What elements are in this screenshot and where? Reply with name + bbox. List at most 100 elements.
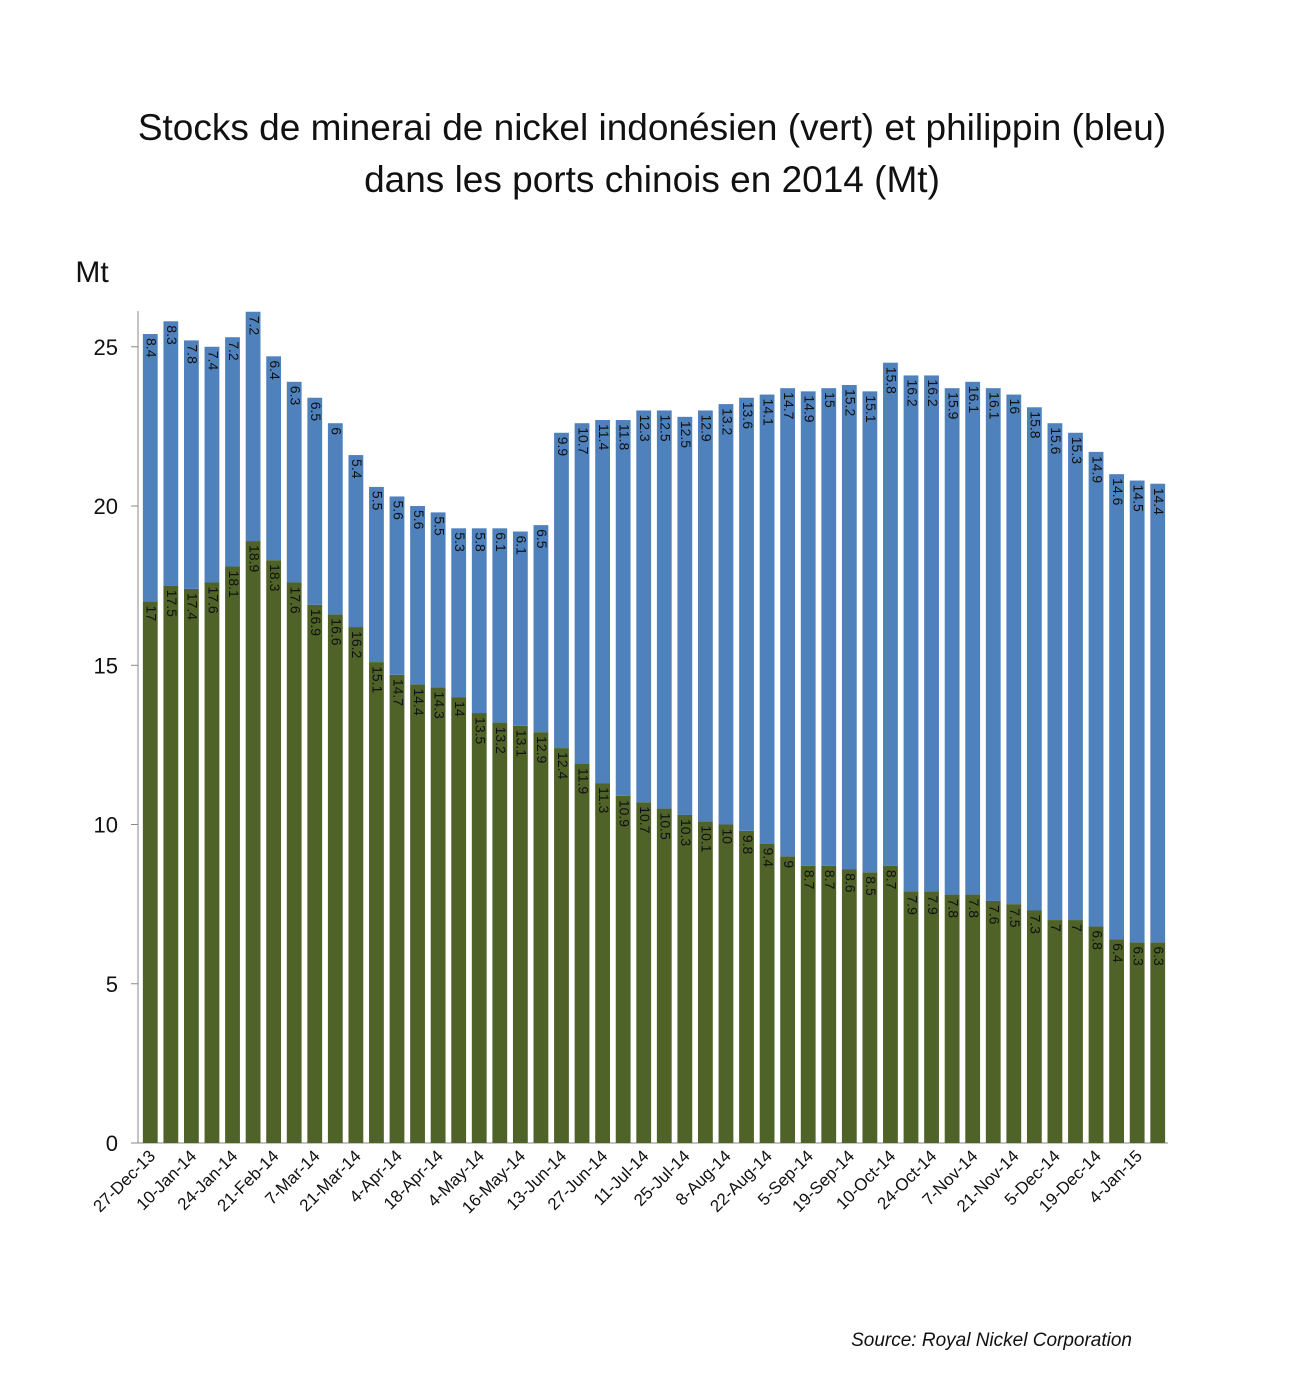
value-label: 7.8 <box>966 899 982 919</box>
bar-segment <box>307 604 323 1143</box>
value-label: 16.6 <box>329 618 345 645</box>
bar-segment <box>430 512 446 688</box>
value-label: 5.3 <box>452 532 468 552</box>
source: Source: Royal Nickel Corporation <box>851 1330 1132 1351</box>
bar-segment <box>800 865 816 1143</box>
value-label: 5.5 <box>370 491 386 511</box>
value-label: 5.6 <box>390 500 406 520</box>
value-label: 7.8 <box>185 344 201 364</box>
bar-segment <box>780 388 796 857</box>
bar-segment <box>636 802 652 1143</box>
bar-segment <box>204 346 220 583</box>
bar-segment <box>266 356 282 561</box>
value-label: 8.5 <box>863 876 879 896</box>
bar-segment <box>163 585 179 1143</box>
value-label: 15.2 <box>843 389 859 416</box>
value-label: 15.1 <box>863 395 879 422</box>
value-label: 15.8 <box>884 367 900 394</box>
bar-segment <box>944 388 960 895</box>
bar-segment <box>1068 432 1083 921</box>
bar-segment <box>862 872 878 1143</box>
bar-segment <box>574 763 590 1143</box>
value-label: 6.4 <box>1110 943 1126 963</box>
value-label: 18.1 <box>226 571 242 598</box>
bar-segment <box>903 891 919 1143</box>
value-label: 15.9 <box>945 392 961 419</box>
value-label: 17.6 <box>205 586 221 613</box>
bar-segment <box>307 397 323 605</box>
bar-segment <box>142 334 158 602</box>
value-label: 18.9 <box>246 545 262 572</box>
value-label: 14 <box>452 701 468 717</box>
value-label: 6.4 <box>267 360 283 380</box>
bar-segment <box>1026 407 1042 911</box>
value-label: 10.7 <box>637 806 653 833</box>
value-label: 7.6 <box>987 905 1003 925</box>
bar-segment <box>841 869 857 1143</box>
value-label: 8.3 <box>164 325 180 345</box>
bar-segment <box>451 528 467 698</box>
bar-segment <box>636 410 652 803</box>
bar-segment <box>759 843 775 1143</box>
bar-segment <box>554 748 569 1143</box>
value-label: 11.8 <box>616 424 632 450</box>
bar-segment <box>451 697 467 1143</box>
bar-segment <box>142 601 158 1143</box>
bar-segment <box>965 894 981 1143</box>
chart-title: Stocks de minerai de nickel indonésien (… <box>138 107 1166 148</box>
value-label: 11.9 <box>575 768 591 794</box>
value-label: 16.2 <box>925 379 941 406</box>
bar-segment <box>656 410 672 809</box>
bar-segment <box>1150 483 1166 943</box>
bar-segment <box>924 375 939 892</box>
value-label: 6.1 <box>514 535 530 555</box>
value-label: 10.7 <box>575 427 591 454</box>
value-label: 7 <box>1069 924 1085 932</box>
value-label: 14.4 <box>411 688 427 715</box>
bar-segment <box>410 684 425 1143</box>
value-label: 14.9 <box>1089 456 1105 483</box>
value-label: 16.2 <box>349 631 365 658</box>
bar-segment <box>286 582 302 1143</box>
value-label: 11.3 <box>596 787 612 813</box>
bar-segment <box>656 808 672 1143</box>
bar-segment <box>533 525 549 733</box>
value-label: 13.1 <box>514 730 530 757</box>
bar-segment <box>780 856 796 1143</box>
bar-segment <box>327 423 343 615</box>
bar-segment <box>430 687 446 1143</box>
value-label: 14.6 <box>1110 478 1126 505</box>
bar-segment <box>595 783 611 1143</box>
y-tick-label: 10 <box>94 813 118 838</box>
bar-segment <box>369 662 384 1143</box>
bar-segment <box>512 531 528 726</box>
bar-segment <box>183 340 199 589</box>
value-label: 10.3 <box>678 819 694 846</box>
value-label: 6.3 <box>287 386 303 406</box>
bar-segment <box>1109 474 1125 940</box>
value-label: 9.4 <box>760 848 776 868</box>
bar-segment <box>739 830 754 1143</box>
value-label: 6.5 <box>308 402 324 422</box>
y-tick-label: 15 <box>94 653 118 678</box>
y-axis-label: Mt <box>75 256 109 289</box>
value-label: 6.3 <box>1151 946 1167 966</box>
value-label: 15.1 <box>370 666 386 693</box>
y-tick-label: 20 <box>94 494 118 519</box>
bar-segment <box>1047 423 1063 921</box>
bar-segment <box>266 560 282 1143</box>
bar-segment <box>883 362 898 866</box>
bar-segment <box>327 614 343 1143</box>
bar-segment <box>615 420 631 796</box>
y-tick-label: 25 <box>94 335 118 360</box>
bar-segment <box>389 496 405 675</box>
value-label: 17.4 <box>185 593 201 620</box>
bar-segment <box>574 423 590 764</box>
bar-segment <box>677 416 693 815</box>
bar-segment <box>204 582 220 1143</box>
value-label: 6.1 <box>493 532 509 552</box>
value-label: 16.2 <box>904 379 920 406</box>
value-label: 12.3 <box>637 414 653 441</box>
value-label: 12.9 <box>699 414 715 441</box>
value-label: 9 <box>781 860 797 868</box>
